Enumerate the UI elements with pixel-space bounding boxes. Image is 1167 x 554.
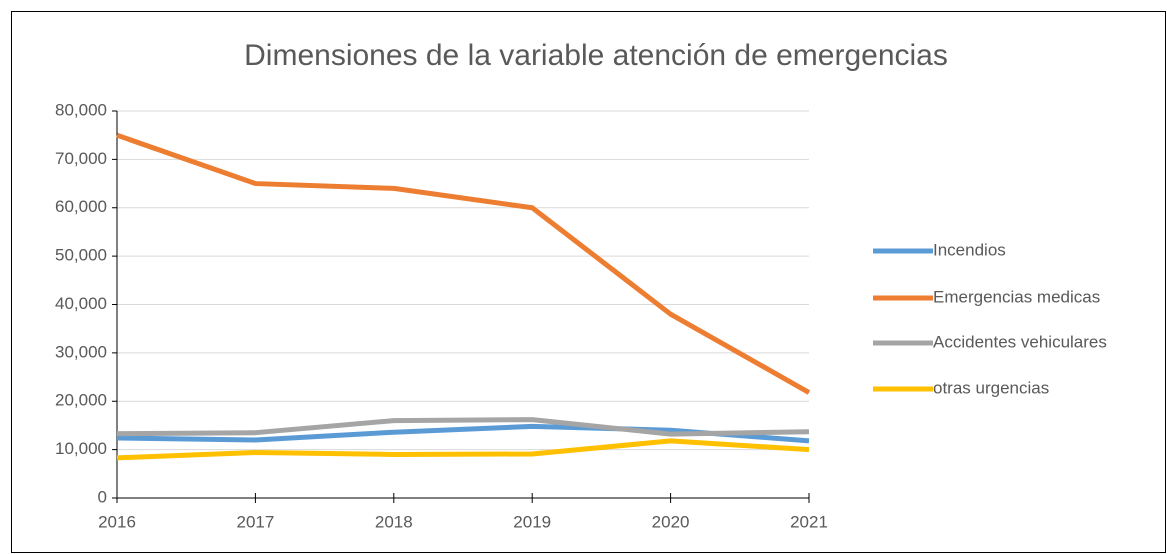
legend-label: Emergencias medicas [933,287,1100,306]
chart-title: Dimensiones de la variable atención de e… [244,39,948,72]
y-tick-label: 20,000 [55,391,107,410]
y-tick-label: 40,000 [55,294,107,313]
series-line [116,438,810,461]
y-tick-label: 0 [98,487,107,506]
x-tick-label: 2020 [652,512,690,531]
series-line [116,132,811,395]
legend-label: otras urgencias [933,378,1049,397]
y-tick-label: 70,000 [55,149,107,168]
y-tick-label: 80,000 [55,100,107,119]
y-tick-label: 50,000 [55,246,107,265]
x-tick-label: 2017 [236,512,274,531]
y-tick-label: 30,000 [55,342,107,361]
x-tick-label: 2021 [790,512,828,531]
y-tick-label: 10,000 [55,439,107,458]
x-tick-label: 2019 [513,512,551,531]
x-tick-label: 2016 [98,512,136,531]
legend-label: Accidentes vehiculares [933,332,1107,351]
x-tick-label: 2018 [375,512,413,531]
chart-border [11,11,1166,553]
y-tick-label: 60,000 [55,197,107,216]
series-line [116,417,810,437]
legend-label: Incendios [933,240,1006,259]
